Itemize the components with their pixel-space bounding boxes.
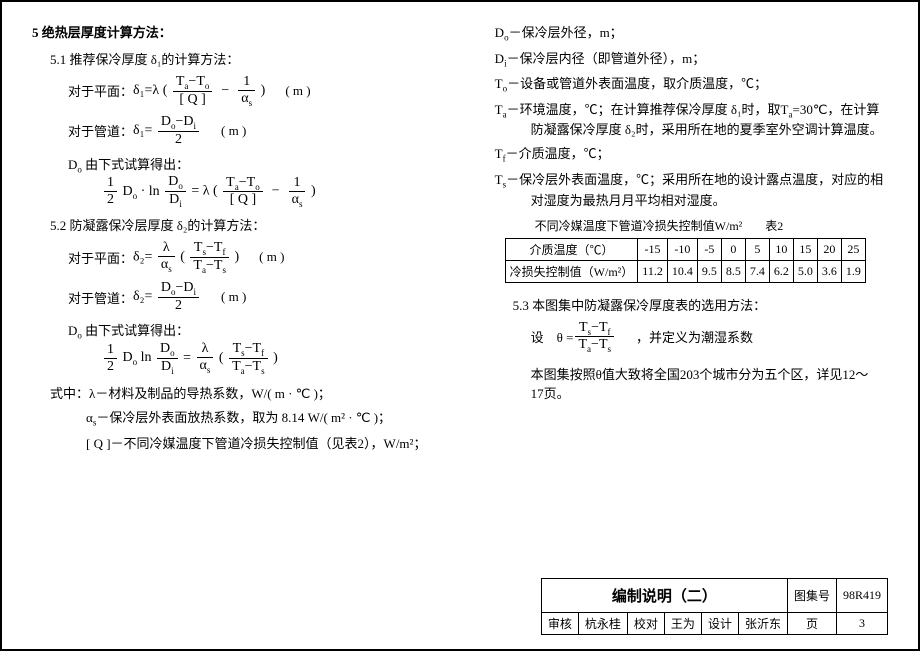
left-column: 5 绝热层厚度计算方法： 5.1 推荐保冷厚度 δ₁的计算方法： 对于平面： δ…: [32, 22, 465, 458]
table2-temp-cell: 5: [745, 238, 769, 260]
tb-title: 编制说明（二）: [541, 579, 787, 613]
table2-temp-cell: 0: [721, 238, 745, 260]
document-page: 5 绝热层厚度计算方法： 5.1 推荐保冷厚度 δ₁的计算方法： 对于平面： δ…: [0, 0, 920, 651]
s52-title: 5.2 防凝露保冷层厚度 δ₂的计算方法：: [50, 215, 465, 234]
symbol-defs: Do－保冷层外径，m； Di－保冷层内径（即管道外径），m； To－设备或管道外…: [495, 22, 888, 209]
tb-check-name: 王为: [664, 613, 701, 635]
tb-page-no: 3: [836, 613, 887, 635]
table2-val-cell: 7.4: [745, 260, 769, 282]
table2-temp-cell: 25: [841, 238, 865, 260]
s51-title: 5.1 推荐保冷厚度 δ₁的计算方法：: [50, 49, 465, 68]
s53-para: 本图集按照θ值大致将全国203个城市分为五个区，详见12～17页。: [531, 364, 871, 402]
table2-row-temp: 介质温度（℃） -15-10-50510152025: [505, 238, 865, 260]
s53-theta: 设 θ = Ts−TfTa−Ts ，并定义为潮湿系数: [531, 320, 888, 355]
right-column: Do－保冷层外径，m； Di－保冷层内径（即管道外径），m； To－设备或管道外…: [495, 22, 888, 458]
table2-caption: 不同冷媒温度下管道冷损失控制值W/m² 表2: [535, 217, 888, 234]
table2-temp-cell: -10: [667, 238, 697, 260]
s52-pipe: 对于管道： δ₂= Do−Di2 ( m ): [68, 280, 465, 314]
tb-design-name: 张沂东: [738, 613, 787, 635]
table2: 介质温度（℃） -15-10-50510152025 冷损失控制值（W/m²） …: [505, 238, 866, 283]
s51-plane: 对于平面： δ₁=λ ( Ta−To [ Q ] − 1 αs ) ( m ): [68, 74, 465, 108]
table2-temp-cell: 10: [769, 238, 793, 260]
s52-do-eq: 12 Do ln DoDi = λαs ( Ts−TfTa−Ts ): [102, 341, 465, 376]
table2-temp-cell: -5: [697, 238, 721, 260]
tb-check-label: 校对: [627, 613, 664, 635]
table2-temp-cell: -15: [638, 238, 668, 260]
tb-atlas-label: 图集号: [787, 579, 836, 613]
s52-do-note: Do 由下式试算得出：: [68, 320, 465, 341]
table2-val-cell: 3.6: [817, 260, 841, 282]
s51-do-eq: 12 Do · ln DoDi = λ ( Ta−To[ Q ] − 1αs ): [102, 174, 465, 209]
where-block: 式中：λ－材料及制品的导热系数，W/( m · ℃ )； αs－保冷层外表面放热…: [50, 383, 465, 452]
section-num: 5: [32, 25, 39, 40]
s52-plane: 对于平面： δ₂= λαs ( Ts−TfTa−Ts ) ( m ): [68, 240, 465, 275]
table2-val-cell: 10.4: [667, 260, 697, 282]
table2-row-val: 冷损失控制值（W/m²） 11.210.49.58.57.46.25.03.61…: [505, 260, 865, 282]
section-text: 绝热层厚度计算方法：: [42, 25, 172, 40]
table2-temp-cell: 15: [793, 238, 817, 260]
tb-page-label: 页: [787, 613, 836, 635]
tb-review-label: 审核: [541, 613, 578, 635]
table2-val-cell: 11.2: [638, 260, 668, 282]
tb-design-label: 设计: [701, 613, 738, 635]
table2-val-cell: 8.5: [721, 260, 745, 282]
table2-val-cell: 5.0: [793, 260, 817, 282]
table2-val-cell: 9.5: [697, 260, 721, 282]
tb-review-name: 杭永桂: [578, 613, 627, 635]
table2-val-cell: 1.9: [841, 260, 865, 282]
tb-atlas-no: 98R419: [836, 579, 887, 613]
section-title: 5 绝热层厚度计算方法：: [32, 22, 465, 41]
s51-pipe: 对于管道： δ₁= Do−Di 2 ( m ): [68, 114, 465, 148]
s51-do-note: Do 由下式试算得出：: [68, 154, 465, 175]
s53-title: 5.3 本图集中防凝露保冷厚度表的选用方法：: [513, 295, 888, 314]
table2-val-cell: 6.2: [769, 260, 793, 282]
title-block: 编制说明（二） 图集号 98R419 审核 杭永桂 校对 王为 设计 张沂东 页…: [541, 578, 888, 635]
table2-temp-cell: 20: [817, 238, 841, 260]
